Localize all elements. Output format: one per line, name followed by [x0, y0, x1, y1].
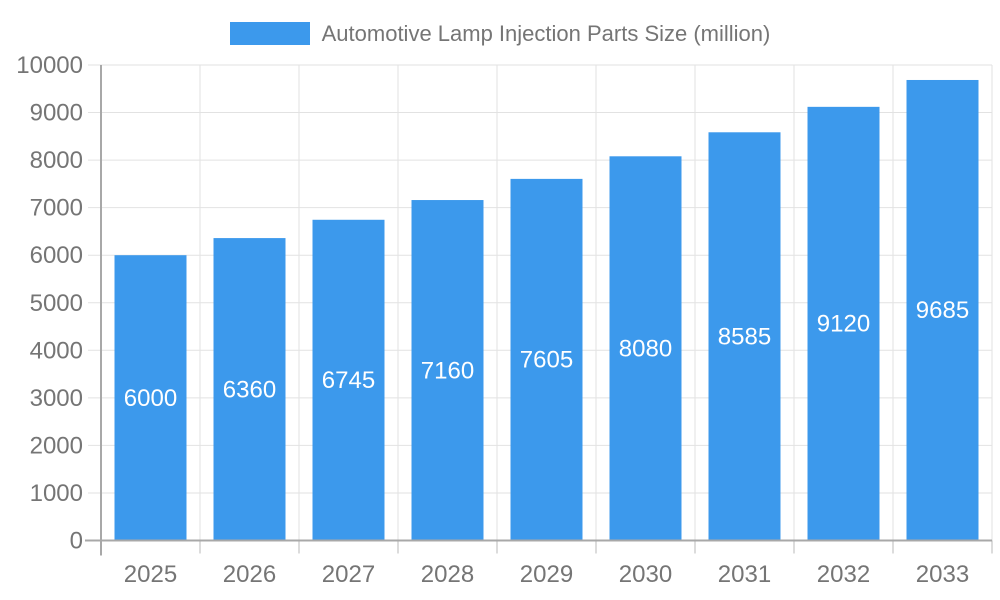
x-axis-tick-label: 2029 — [520, 561, 573, 588]
y-axis-tick-label: 3000 — [30, 385, 83, 412]
bar-value-label: 6745 — [322, 367, 375, 394]
y-axis-tick-label: 8000 — [30, 147, 83, 174]
y-axis-tick-label: 10000 — [16, 52, 83, 79]
bar — [708, 132, 781, 541]
x-axis-tick-label: 2028 — [421, 561, 474, 588]
x-axis-tick-label: 2030 — [619, 561, 672, 588]
y-axis-tick-label: 7000 — [30, 195, 83, 222]
bar — [213, 238, 286, 541]
bar-value-label: 7605 — [520, 347, 573, 374]
bar — [312, 219, 385, 541]
bar — [411, 200, 484, 541]
bar-value-label: 9685 — [916, 297, 969, 324]
bar — [510, 178, 583, 541]
bar-value-label: 9120 — [817, 311, 870, 338]
bar — [906, 79, 979, 541]
bar-value-label: 8585 — [718, 323, 771, 350]
bar-value-label: 7160 — [421, 357, 474, 384]
bar — [609, 156, 682, 541]
bar — [114, 255, 187, 541]
bar — [807, 106, 880, 541]
y-axis-tick-label: 1000 — [30, 480, 83, 507]
y-axis-tick-label: 9000 — [30, 100, 83, 127]
y-axis-tick-label: 5000 — [30, 290, 83, 317]
x-axis-tick-label: 2027 — [322, 561, 375, 588]
x-axis-tick-label: 2025 — [124, 561, 177, 588]
x-axis-tick-label: 2031 — [718, 561, 771, 588]
y-axis-tick-label: 2000 — [30, 432, 83, 459]
x-axis-tick-label: 2032 — [817, 561, 870, 588]
bar-value-label: 6360 — [223, 376, 276, 403]
x-axis-tick-label: 2033 — [916, 561, 969, 588]
bar-value-label: 6000 — [124, 385, 177, 412]
x-axis-tick-label: 2026 — [223, 561, 276, 588]
chart-legend: Automotive Lamp Injection Parts Size (mi… — [0, 21, 1000, 46]
y-axis-tick-label: 0 — [70, 528, 83, 555]
y-axis-tick-label: 6000 — [30, 242, 83, 269]
legend-swatch — [229, 22, 310, 45]
y-axis-tick-label: 4000 — [30, 337, 83, 364]
legend-label: Automotive Lamp Injection Parts Size (mi… — [321, 21, 771, 46]
bar-value-label: 8080 — [619, 335, 672, 362]
